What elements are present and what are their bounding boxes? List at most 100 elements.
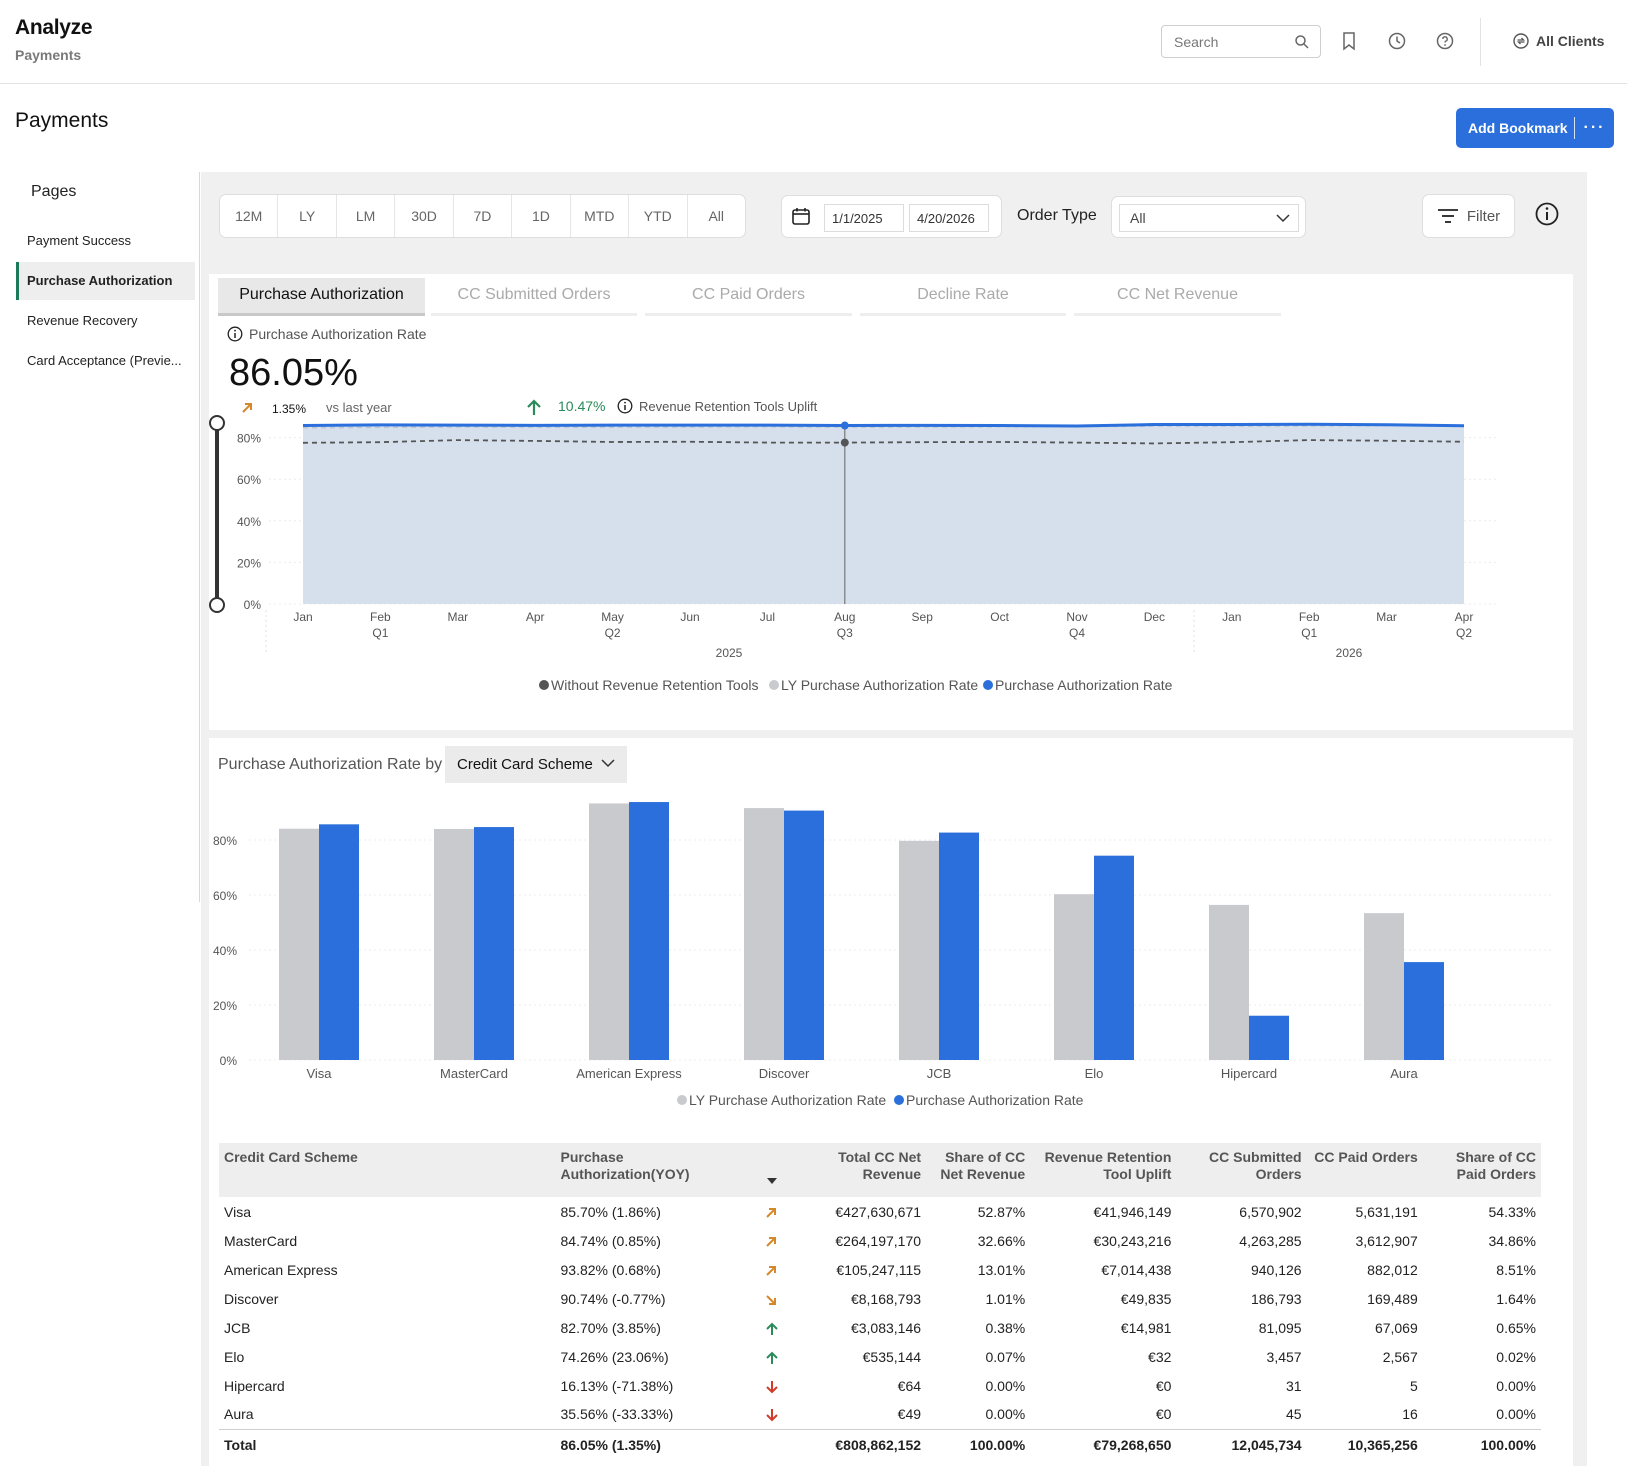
add-bookmark-label: Add Bookmark <box>1468 120 1568 136</box>
sidebar-item-payment-success[interactable]: Payment Success <box>27 233 132 248</box>
search-icon[interactable] <box>1294 34 1310 50</box>
column-header-share-revenue[interactable]: Share of CC Net Revenue <box>926 1143 1031 1197</box>
column-header-sort[interactable] <box>751 1143 792 1197</box>
help-icon[interactable] <box>1434 30 1456 52</box>
order-type-select[interactable]: All <box>1119 204 1299 232</box>
table-row[interactable]: Discover 90.74% (-0.77%) €8,168,793 1.01% €4… <box>219 1284 1541 1313</box>
y-tick-label: 0% <box>244 598 262 612</box>
legend-marker <box>769 680 779 690</box>
x-category-label: Aura <box>1390 1066 1418 1081</box>
search-box[interactable] <box>1161 25 1321 58</box>
column-header-submitted[interactable]: CC Submitted Orders <box>1176 1143 1307 1197</box>
column-header-revenue[interactable]: Total CC Net Revenue <box>791 1143 927 1197</box>
x-tick-label: Apr <box>526 610 545 624</box>
table-total-row[interactable]: Total 86.05% (1.35%) €808,862,152 100.00% €7… <box>219 1428 1541 1460</box>
pages-heading: Pages <box>31 183 77 200</box>
y-tick-label: 60% <box>213 889 237 903</box>
sidebar-item-card-acceptance[interactable]: Card Acceptance (Previe... <box>27 353 182 368</box>
uplift-value: 10.47% <box>558 398 606 414</box>
tab-cc-net-revenue[interactable]: CC Net Revenue <box>1074 278 1281 316</box>
period-1d-button[interactable]: 1D <box>512 195 571 237</box>
sort-desc-icon[interactable] <box>766 1177 777 1185</box>
cell-trend <box>752 1284 792 1313</box>
cell-submitted: 45 <box>1286 1406 1302 1423</box>
table-body: Visa 85.70% (1.86%) €427,630,671 52.87% €41,… <box>219 1197 1541 1460</box>
tab-purchase-authorization[interactable]: Purchase Authorization <box>218 278 425 316</box>
more-options-button[interactable]: ··· <box>1583 119 1606 136</box>
add-bookmark-button[interactable]: Add Bookmark ··· <box>1456 108 1614 148</box>
table-row[interactable]: American Express 93.82% (0.68%) €105,247,1… <box>219 1255 1541 1284</box>
column-header-paid[interactable]: CC Paid Orders <box>1306 1143 1423 1197</box>
start-date-input[interactable] <box>824 204 904 232</box>
bookmark-icon[interactable] <box>1338 30 1360 52</box>
cell-trend <box>752 1255 792 1284</box>
legend-marker <box>894 1095 904 1105</box>
switch-client-icon <box>1513 33 1529 49</box>
x-tick-label: Jun <box>680 610 699 624</box>
period-30d-button[interactable]: 30D <box>395 195 454 237</box>
sidebar-item-purchase-authorization[interactable]: Purchase Authorization <box>16 262 195 300</box>
yoy-label: vs last year <box>326 400 392 415</box>
cell-share-paid: 54.33% <box>1488 1203 1536 1220</box>
period-7d-button[interactable]: 7D <box>454 195 513 237</box>
legend-label: Purchase Authorization Rate <box>995 677 1173 693</box>
info-icon[interactable] <box>227 326 243 342</box>
bar-ly-discover <box>744 808 784 1060</box>
column-header-scheme[interactable]: Credit Card Scheme <box>219 1143 556 1197</box>
period-mtd-button[interactable]: MTD <box>571 195 630 237</box>
table-row[interactable]: Hipercard 16.13% (-71.38%) €64 0.00% €0 31 5 0.… <box>219 1371 1541 1400</box>
tab-cc-submitted-orders[interactable]: CC Submitted Orders <box>431 278 637 316</box>
column-header-uplift[interactable]: Revenue Retention Tool Uplift <box>1030 1143 1177 1197</box>
table-row[interactable]: Visa 85.70% (1.86%) €427,630,671 52.87% €41,… <box>219 1197 1541 1226</box>
history-icon[interactable] <box>1386 30 1408 52</box>
x-tick-label: Dec <box>1144 610 1165 624</box>
x-quarter-label: Q2 <box>605 626 621 640</box>
y-tick-label: 80% <box>213 834 237 848</box>
tab-cc-paid-orders[interactable]: CC Paid Orders <box>645 278 852 316</box>
filter-icon <box>1437 209 1458 223</box>
all-clients-button[interactable]: All Clients <box>1512 30 1604 52</box>
bar-current-aura <box>1404 962 1444 1060</box>
column-header-auth[interactable]: Purchase Authorization(YOY) <box>555 1143 752 1197</box>
cell-submitted: 4,263,285 <box>1239 1232 1302 1249</box>
table-row[interactable]: Elo 74.26% (23.06%) €535,144 0.07% €32 3,457 2… <box>219 1342 1541 1371</box>
x-quarter-label: Q1 <box>1301 626 1317 640</box>
table-row[interactable]: Aura 35.56% (-33.33%) €49 0.00% €0 45 16 0.00% <box>219 1400 1541 1429</box>
period-12m-button[interactable]: 12M <box>220 195 279 237</box>
cell-trend <box>752 1342 792 1371</box>
filter-button[interactable]: Filter <box>1422 194 1515 238</box>
column-header-share-paid[interactable]: Share of CC Paid Orders <box>1422 1143 1541 1197</box>
cell-revenue: €535,144 <box>862 1348 922 1365</box>
x-category-label: Discover <box>759 1066 810 1081</box>
end-date-input[interactable] <box>909 204 989 232</box>
scheme-bar-chart: 0% 20% 40% 60% 80% Visa MasterCard American Exp… <box>213 802 1554 1108</box>
sidebar-item-revenue-recovery[interactable]: Revenue Recovery <box>27 313 138 328</box>
cell-uplift: €14,981 <box>1120 1319 1172 1336</box>
dimension-select[interactable]: Credit Card Scheme <box>445 746 627 783</box>
x-tick-label: Aug <box>834 610 855 624</box>
cell-paid: 67,069 <box>1374 1319 1418 1336</box>
calendar-icon[interactable] <box>790 205 812 227</box>
period-ly-button[interactable]: LY <box>278 195 337 237</box>
cell-paid: 169,489 <box>1367 1290 1418 1307</box>
kpi-value: 86.05% <box>229 352 358 394</box>
table-row[interactable]: MasterCard 84.74% (0.85%) €264,197,170 32.6… <box>219 1226 1541 1255</box>
period-lm-button[interactable]: LM <box>337 195 396 237</box>
period-ytd-button[interactable]: YTD <box>629 195 688 237</box>
uplift-label: Revenue Retention Tools Uplift <box>617 398 817 414</box>
cell-share-revenue: 52.87% <box>977 1203 1026 1220</box>
app-title: Analyze <box>15 16 93 39</box>
period-all-button[interactable]: All <box>708 208 724 224</box>
cell-paid: 2,567 <box>1382 1348 1418 1365</box>
info-icon[interactable] <box>617 398 633 414</box>
table-row[interactable]: JCB 82.70% (3.85%) €3,083,146 0.38% €14,981 8… <box>219 1313 1541 1342</box>
info-icon[interactable] <box>1534 201 1560 227</box>
cell-submitted: 6,570,902 <box>1239 1203 1302 1220</box>
cell-trend <box>752 1197 792 1226</box>
bar-ly-hipercard <box>1209 904 1249 1060</box>
tab-decline-rate[interactable]: Decline Rate <box>860 278 1066 316</box>
search-input[interactable] <box>1163 27 1288 56</box>
x-tick-label: Mar <box>1376 610 1397 624</box>
cell-share-revenue: 100.00% <box>926 1428 1031 1460</box>
x-quarter-label: Q3 <box>837 626 853 640</box>
